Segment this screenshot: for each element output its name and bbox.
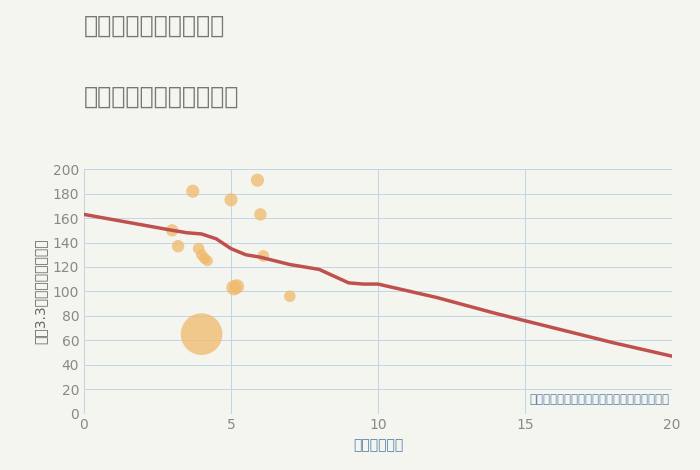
Text: 兵庫県西宮市川東町の: 兵庫県西宮市川東町の [84,14,225,38]
Point [228,284,239,291]
Point [199,255,210,262]
Text: 駅距離別中古戸建て価格: 駅距離別中古戸建て価格 [84,85,239,109]
Point [187,188,198,195]
Point [202,257,213,265]
Point [172,243,183,250]
Point [252,176,263,184]
X-axis label: 駅距離（分）: 駅距離（分） [353,438,403,452]
Y-axis label: 坪（3.3㎡）単価（万円）: 坪（3.3㎡）単価（万円） [33,239,47,344]
Point [231,283,242,290]
Point [193,245,204,252]
Point [196,251,207,258]
Point [258,252,269,260]
Point [225,196,237,204]
Point [167,227,178,234]
Point [255,211,266,218]
Point [196,330,207,338]
Point [284,292,295,300]
Text: 円の大きさは、取引のあった物件面積を示す: 円の大きさは、取引のあった物件面積を示す [529,393,669,406]
